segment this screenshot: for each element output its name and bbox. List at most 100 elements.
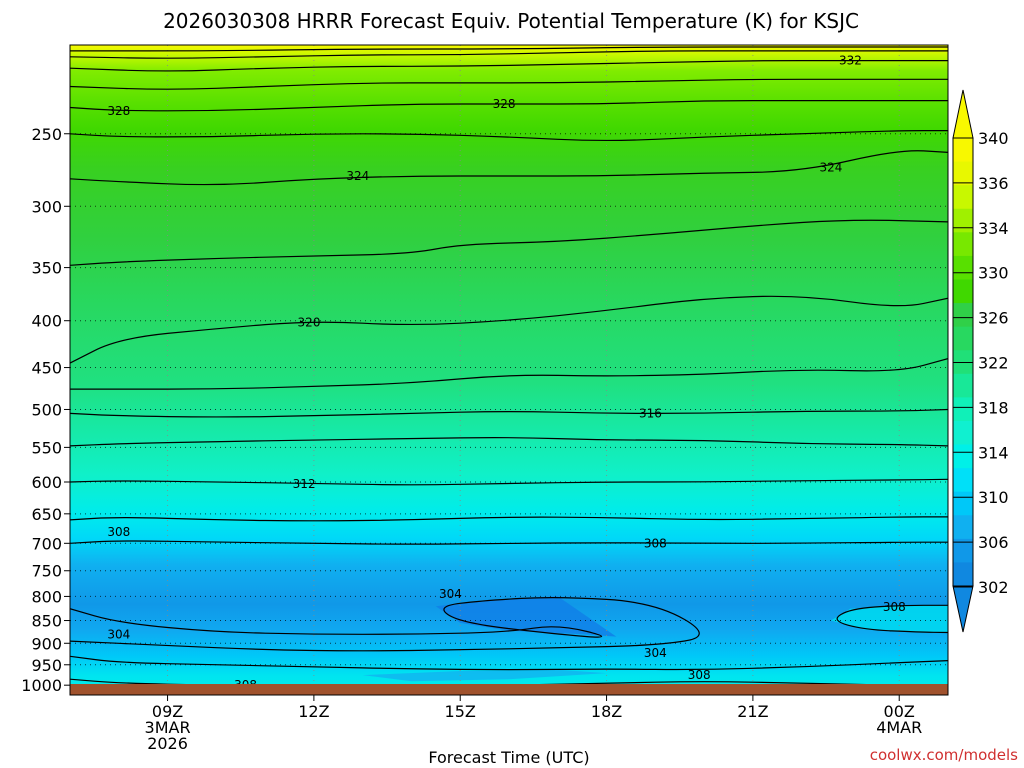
contour-line (70, 408, 948, 418)
warm-pocket (830, 605, 948, 633)
contour-line (70, 540, 948, 545)
contour-label: 308 (644, 536, 667, 550)
credit-text: coolwx.com/models (870, 746, 1018, 764)
contour-line (70, 655, 948, 671)
low-theta-pocket (435, 596, 617, 637)
contour-label: 304 (107, 627, 130, 641)
y-axis: 250 300 350 400 450 500 550 600 650 700 750 800 850 9… (21, 125, 70, 695)
colorbar-segment (953, 232, 973, 257)
y-tick-label: 600 (31, 473, 62, 492)
contour-line (836, 604, 948, 634)
y-tick-label: 550 (31, 438, 62, 457)
contour-label: 308 (107, 525, 130, 539)
plot-frame (69, 44, 949, 696)
colorbar-segment (953, 373, 973, 398)
contour-line (70, 437, 948, 447)
contour-labels: 332 328 328 324 324 320 316 312 308 308 304 304 304 3… (107, 54, 905, 693)
x-tick-label: 21Z (737, 702, 768, 721)
contour-label: 304 (439, 587, 462, 601)
x-tick-label: 18Z (591, 702, 622, 721)
x-tick-label: 15Z (445, 702, 476, 721)
contour-label: 324 (819, 160, 842, 174)
y-tick-label: 1000 (21, 676, 62, 695)
contour-line (70, 219, 948, 266)
colorbar-segment (953, 538, 973, 563)
x-tick-label: 09Z (152, 702, 183, 721)
contour-label: 320 (298, 316, 321, 330)
x-tick-label: 3MAR (145, 718, 191, 737)
y-tick-label: 500 (31, 400, 62, 419)
x-tick-label: 4MAR (876, 718, 922, 737)
contour-line (70, 78, 948, 90)
contour-label: 308 (688, 668, 711, 682)
contour-label: 304 (644, 646, 667, 660)
x-tick-label: 2026 (147, 734, 188, 753)
contour-label: 328 (107, 104, 130, 118)
chart-title: 2026030308 HRRR Forecast Equiv. Potentia… (163, 9, 859, 33)
colorbar-label: 310 (978, 488, 1009, 507)
colorbar-segment (953, 326, 973, 351)
colorbar-label: 326 (978, 309, 1009, 328)
colorbar-segment (953, 491, 973, 516)
contour-line (70, 130, 948, 142)
colorbar-segment (953, 279, 973, 304)
colorbar-label: 314 (978, 443, 1009, 462)
y-tick-label: 650 (31, 505, 62, 524)
colorbar-segment (953, 303, 973, 328)
low-level-pocket (362, 669, 607, 682)
x-tick-label: 00Z (884, 702, 915, 721)
colorbar-segment (953, 444, 973, 469)
contour-line (70, 478, 948, 486)
colorbar-segment (953, 138, 973, 163)
colorbar-high-arrow (952, 89, 974, 139)
contour-line (70, 99, 948, 112)
colorbar-segment (953, 255, 973, 280)
y-tick-label: 750 (31, 562, 62, 581)
y-tick-label: 950 (31, 656, 62, 675)
y-tick-label: 300 (31, 197, 62, 216)
colorbar-segment (953, 468, 973, 493)
colorbar-segment (953, 420, 973, 446)
colorbar-label: 318 (978, 398, 1009, 417)
x-axis-label: Forecast Time (UTC) (428, 748, 589, 767)
contour-lines (70, 46, 948, 690)
y-tick-label: 350 (31, 259, 62, 278)
contour-line (70, 358, 948, 390)
colorbar-label: 302 (978, 578, 1009, 597)
colorbar-label: 334 (978, 219, 1009, 238)
colorbar: 340 336 334 330 326 322 318 314 310 306 302 (952, 89, 1009, 633)
contour-line (70, 597, 700, 652)
y-tick-label: 450 (31, 359, 62, 378)
colorbar-segment (953, 515, 973, 540)
colorbar-low-arrow (952, 585, 974, 633)
y-tick-label: 250 (31, 125, 62, 144)
contour-line (70, 516, 948, 522)
y-tick-label: 900 (31, 634, 62, 653)
colorbar-label: 336 (978, 174, 1009, 193)
contour-label: 308 (883, 600, 906, 614)
x-tick-label: 12Z (298, 702, 329, 721)
colorbar-segment (953, 161, 973, 186)
contour-line (70, 295, 948, 364)
colorbar-segment (953, 208, 973, 233)
contour-line (70, 46, 948, 52)
plot-layer: 332 328 328 324 324 320 316 312 308 308 304 304 304 3… (70, 45, 948, 695)
y-tick-label: 400 (31, 312, 62, 331)
contour-line (70, 50, 948, 59)
contour-label: 324 (346, 169, 369, 183)
contour-line (70, 150, 948, 186)
y-tick-label: 800 (31, 587, 62, 606)
contour-label: 332 (839, 54, 862, 68)
colorbar-label: 340 (978, 129, 1009, 148)
y-tick-label: 700 (31, 534, 62, 553)
ground-strip (70, 684, 948, 695)
colorbar-label: 322 (978, 354, 1009, 373)
colorbar-segment (953, 397, 973, 422)
contour-line (70, 59, 948, 72)
contour-label: 312 (293, 477, 316, 491)
y-tick-label: 850 (31, 612, 62, 631)
colorbar-label: 306 (978, 533, 1009, 552)
contour-label: 328 (493, 97, 516, 111)
contour-label: 316 (639, 406, 662, 420)
